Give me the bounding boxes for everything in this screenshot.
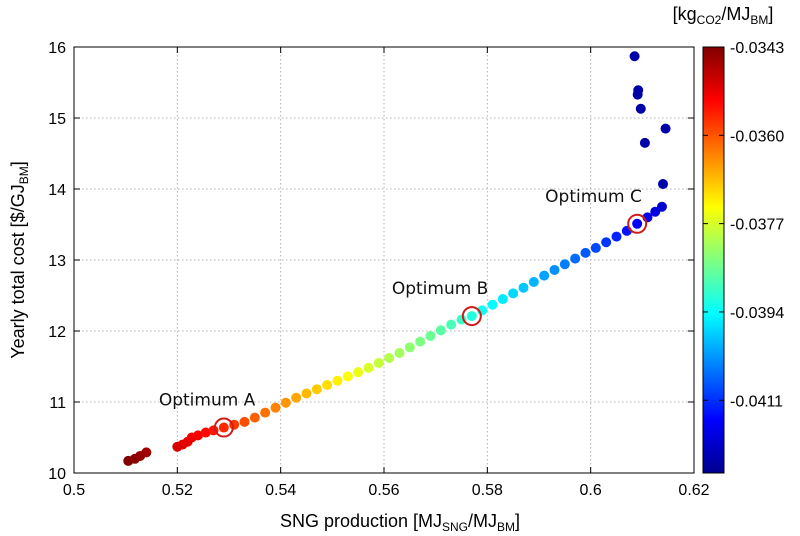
scatter-point [193, 430, 203, 441]
scatter-point [518, 282, 529, 293]
y-tick-label: 10 [48, 466, 66, 483]
scatter-point [559, 259, 570, 270]
x-tick-label: 0.52 [162, 482, 193, 499]
y-tick-label: 16 [48, 40, 66, 57]
scatter-point [239, 416, 250, 427]
x-tick-label: 0.6 [580, 482, 602, 499]
scatter-point [353, 367, 364, 378]
x-axis-ticks: 0.5 0.52 0.54 0.56 0.58 0.6 0.62 [63, 47, 710, 499]
scatter-point [539, 270, 550, 281]
scatter-point [384, 352, 395, 363]
colorbar-tick-label: -0.0360 [730, 128, 784, 145]
scatter-point [260, 407, 271, 418]
scatter-point [404, 342, 415, 353]
scatter-point [249, 412, 260, 423]
scatter-point [301, 388, 312, 399]
optimum-marker [213, 417, 234, 438]
optimum-label: Optimum B [392, 279, 489, 299]
scatter-point [466, 311, 477, 322]
scatter-point [363, 362, 374, 373]
grid-lines [74, 47, 694, 473]
y-axis-ticks: 10 11 12 13 14 15 16 [48, 40, 694, 483]
scatter-point [342, 371, 353, 382]
scatter-point [394, 348, 405, 359]
scatter-point [435, 325, 446, 336]
scatter-point [322, 379, 333, 390]
x-tick-label: 0.54 [265, 482, 296, 499]
scatter-point [629, 51, 640, 62]
y-tick-label: 14 [48, 182, 66, 199]
scatter-point [656, 201, 667, 212]
optimum-label: Optimum A [159, 391, 256, 411]
colorbar-tick-label: -0.0377 [730, 217, 784, 234]
scatter-point [497, 294, 508, 305]
scatter-point [660, 123, 671, 134]
scatter-point [373, 357, 384, 368]
optimum-marker [627, 213, 648, 234]
y-tick-label: 11 [49, 395, 66, 412]
x-tick-label: 0.62 [678, 482, 709, 499]
x-axis-label: SNG production [MJSNG/MJBM] [280, 511, 520, 534]
scatter-point [446, 319, 457, 330]
scatter-point [425, 330, 436, 341]
optimum-label: Optimum C [545, 187, 642, 207]
scatter-point [218, 422, 229, 433]
colorbar-tick-label: -0.0411 [730, 393, 783, 410]
scatter-point [632, 218, 643, 229]
scatter-points [123, 51, 671, 466]
scatter-point [141, 447, 152, 458]
colorbar-ticks: -0.0343 -0.0360 -0.0377 -0.0394 -0.0411 [703, 40, 784, 410]
scatter-point [580, 247, 591, 258]
colorbar-label: [kgCO2/MJBM] [673, 4, 774, 27]
scatter-point [528, 277, 539, 288]
scatter-point [280, 397, 291, 408]
optimum-marker [461, 306, 482, 327]
scatter-point [601, 237, 612, 248]
colorbar-tick-label: -0.0343 [730, 40, 784, 57]
y-axis-label: Yearly total cost [$/GJBM] [8, 161, 31, 358]
scatter-point [549, 264, 560, 275]
x-tick-label: 0.58 [472, 482, 503, 499]
scatter-point [570, 253, 581, 264]
scatter-point [270, 402, 281, 413]
scatter-point [639, 137, 650, 148]
scatter-point [611, 231, 622, 242]
scatter-point [332, 375, 343, 386]
scatter-point [633, 85, 644, 96]
scatter-point [415, 336, 426, 347]
y-tick-label: 15 [48, 111, 66, 128]
colorbar [702, 46, 725, 474]
scatter-point [487, 299, 498, 310]
y-tick-label: 13 [48, 253, 66, 270]
optimum-markers: Optimum A Optimum B Optimum C [159, 187, 648, 438]
scatter-point [311, 384, 322, 395]
colorbar-tick-label: -0.0394 [730, 305, 784, 322]
scatter-point [200, 427, 211, 438]
x-tick-label: 0.5 [63, 482, 85, 499]
scatter-point [635, 103, 646, 114]
scatter-point [508, 288, 519, 299]
scatter-point [658, 179, 668, 190]
x-tick-label: 0.56 [368, 482, 399, 499]
scatter-point [590, 242, 601, 253]
y-tick-label: 12 [48, 324, 66, 341]
scatter-point [291, 392, 302, 403]
